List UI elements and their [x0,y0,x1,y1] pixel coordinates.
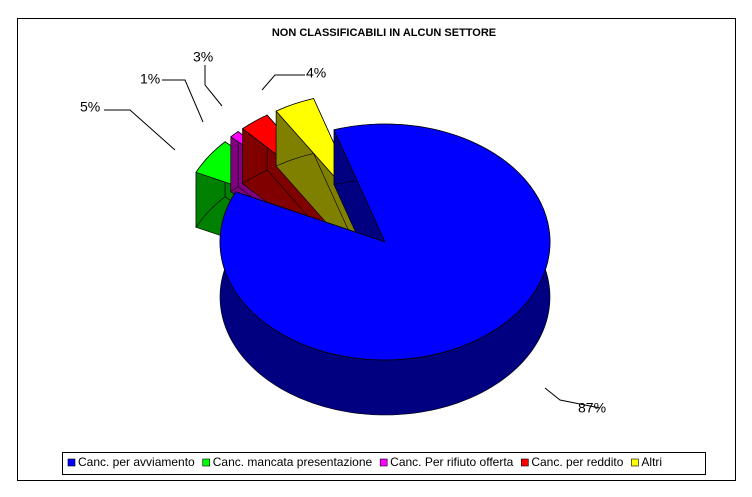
legend-label: Canc. mancata presentazione [213,455,373,469]
slice-top [219,123,551,361]
leader-line [162,79,204,123]
legend-label: Canc. Per rifiuto offerta [390,455,513,469]
legend-swatch [379,458,388,467]
pie [195,98,551,416]
data-label: 5% [80,99,100,115]
data-label: 1% [140,71,160,87]
legend-label: Canc. per reddito [531,455,623,469]
legend-swatch [631,458,639,467]
legend-swatch [202,458,211,467]
legend-swatch [67,458,76,467]
data-label: 3% [193,49,213,65]
leader-line [204,65,223,107]
data-label: 87% [578,400,606,416]
leader-line [261,74,305,91]
leader-line [104,109,176,151]
legend-label: Canc. per avviamento [78,455,195,469]
legend-label: Altri [641,455,662,469]
legend-items: Canc. per avviamento Canc. mancata presen… [67,455,662,469]
leader-line [544,387,601,409]
data-label: 4% [306,65,326,81]
chart-title: NON CLASSIFICABILI IN ALCUN SETTORE [272,27,496,39]
pie-slice [219,123,551,416]
legend-swatch [521,458,529,467]
